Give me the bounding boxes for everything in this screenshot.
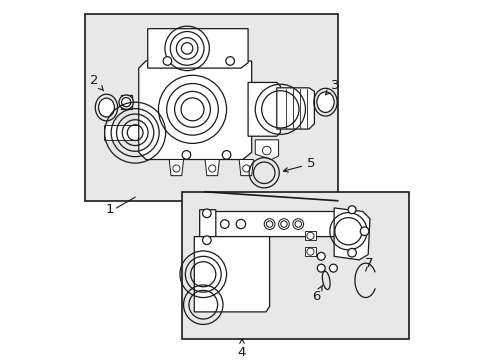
Text: 7: 7 <box>364 257 373 270</box>
Polygon shape <box>255 140 278 159</box>
Polygon shape <box>147 29 247 68</box>
Ellipse shape <box>99 98 114 117</box>
Circle shape <box>294 221 301 227</box>
Circle shape <box>172 165 180 172</box>
Polygon shape <box>276 88 314 129</box>
Circle shape <box>317 264 325 272</box>
Polygon shape <box>121 95 131 109</box>
Text: 4: 4 <box>237 339 245 359</box>
Polygon shape <box>194 237 269 312</box>
Circle shape <box>242 165 249 172</box>
Circle shape <box>222 150 230 159</box>
Text: 3: 3 <box>325 79 338 95</box>
Circle shape <box>163 57 171 65</box>
Circle shape <box>278 219 289 229</box>
Text: 6: 6 <box>311 285 322 303</box>
Polygon shape <box>103 126 139 140</box>
Circle shape <box>266 221 272 227</box>
Circle shape <box>220 220 228 228</box>
Polygon shape <box>333 208 369 260</box>
Circle shape <box>280 221 286 227</box>
Polygon shape <box>247 82 280 136</box>
Ellipse shape <box>316 92 333 112</box>
Polygon shape <box>199 212 337 237</box>
Circle shape <box>208 165 215 172</box>
Polygon shape <box>169 159 183 176</box>
Text: 1: 1 <box>105 203 114 216</box>
Circle shape <box>347 248 356 257</box>
Circle shape <box>236 219 245 229</box>
Circle shape <box>182 150 190 159</box>
Polygon shape <box>204 159 219 176</box>
Circle shape <box>202 209 211 217</box>
Circle shape <box>122 98 131 107</box>
Circle shape <box>317 252 325 260</box>
Polygon shape <box>304 247 316 256</box>
Circle shape <box>262 146 270 155</box>
Bar <box>85 14 337 201</box>
Polygon shape <box>199 210 215 246</box>
Circle shape <box>292 219 303 229</box>
Circle shape <box>202 236 211 244</box>
Circle shape <box>225 57 234 65</box>
Circle shape <box>347 206 355 213</box>
Polygon shape <box>304 231 316 240</box>
Bar <box>182 192 408 339</box>
Polygon shape <box>239 159 253 176</box>
Circle shape <box>306 248 313 255</box>
Circle shape <box>360 227 368 235</box>
Circle shape <box>264 219 274 229</box>
Circle shape <box>119 95 133 109</box>
Polygon shape <box>139 61 251 159</box>
Circle shape <box>329 264 337 272</box>
Circle shape <box>306 232 313 239</box>
Text: 5: 5 <box>283 157 315 172</box>
Text: 2: 2 <box>90 74 103 91</box>
